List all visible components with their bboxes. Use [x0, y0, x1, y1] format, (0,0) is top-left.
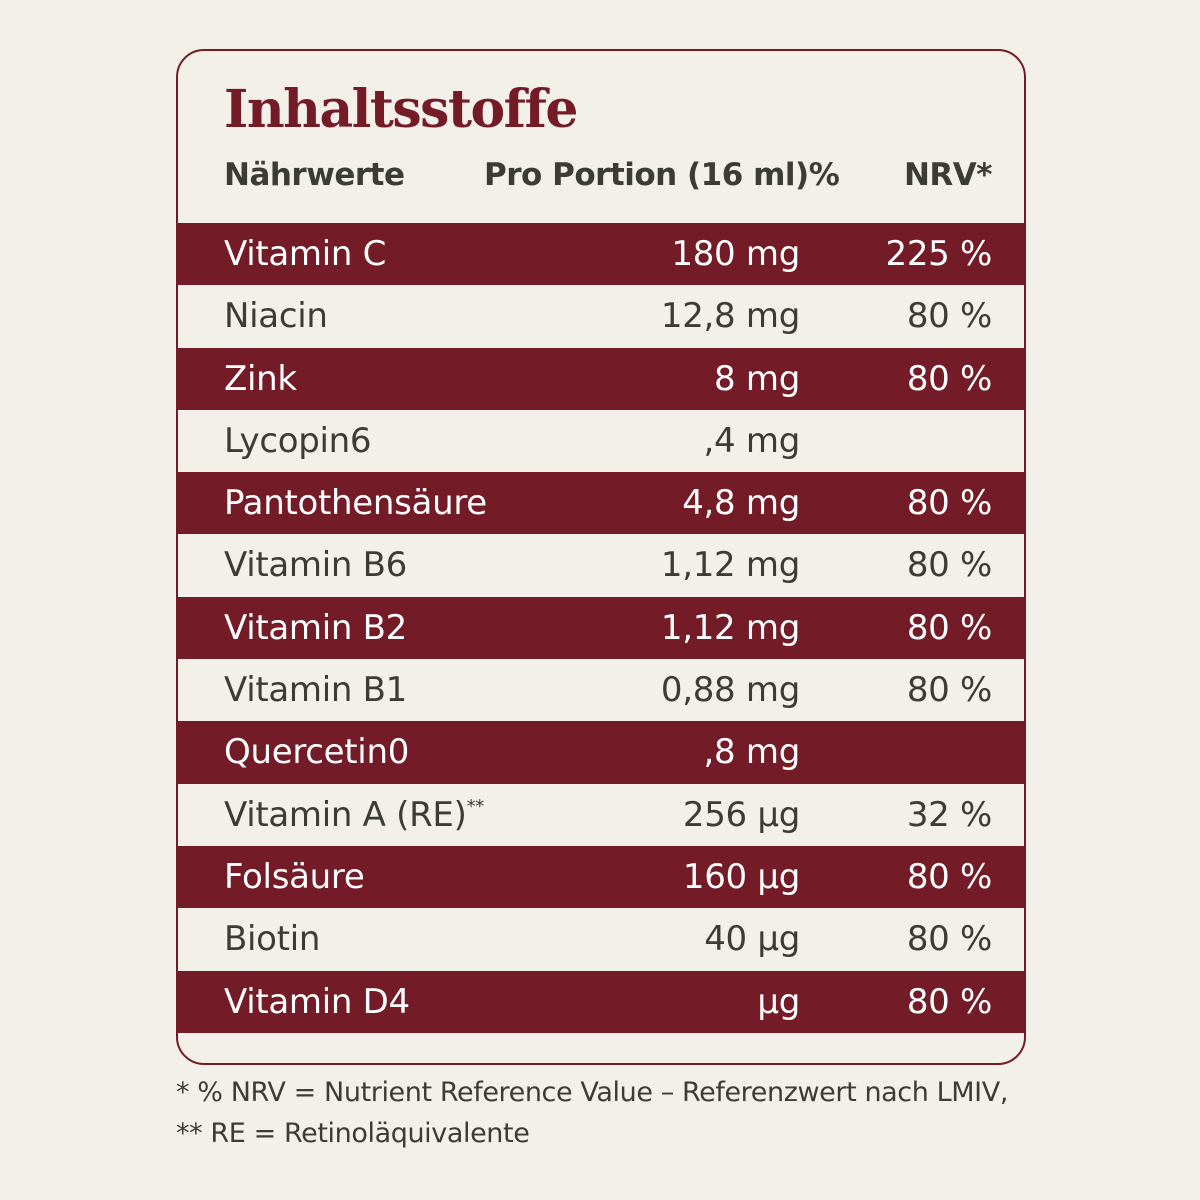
nutrient-name: Biotin: [224, 919, 321, 960]
table-row: Vitamin B1 0,88 mg 80 %: [178, 659, 1024, 721]
nutrient-name: Vitamin C: [224, 234, 387, 274]
nutrient-nrv: 80 %: [906, 856, 992, 897]
nutrient-amount: 8 mg: [714, 358, 800, 399]
table-row: Vitamin B2 1,12 mg 80 %: [178, 596, 1024, 660]
nutrient-nrv: 80 %: [906, 919, 992, 960]
table-row: Quercetin0 ,8 mg: [178, 721, 1024, 784]
nutrient-nrv: 80 %: [906, 545, 992, 586]
nutrient-name: Lycopin6: [224, 420, 372, 461]
nutrient-nrv: 80 %: [906, 296, 992, 337]
nutrient-name: Vitamin D4: [224, 981, 410, 1022]
table-row: Biotin 40 µg 80 %: [178, 908, 1024, 970]
nutrition-table: Vitamin C 180 mg 225 % Niacin 12,8 mg 80…: [178, 223, 1024, 1033]
table-row: Vitamin A (RE)** 256 µg 32 %: [178, 784, 1024, 846]
nutrient-nrv: 32 %: [906, 794, 992, 835]
nutrient-name: Pantothensäure: [224, 483, 487, 524]
nutrient-name: Zink: [224, 358, 297, 399]
table-header: Nährwerte Pro Portion (16 ml)% NRV*: [178, 157, 1024, 201]
header-nrv: NRV*: [903, 157, 993, 193]
nutrient-name: Niacin: [224, 296, 328, 337]
nutrient-amount: µg: [757, 981, 800, 1022]
table-row: Vitamin D4 µg 80 %: [178, 970, 1024, 1033]
table-row: Niacin 12,8 mg 80 %: [178, 285, 1024, 347]
nutrient-name: Folsäure: [224, 856, 365, 897]
nutrient-nrv: 80 %: [906, 670, 992, 711]
nutrient-amount: 256 µg: [682, 794, 800, 835]
nutrient-amount: 40 µg: [704, 919, 800, 960]
table-row: Vitamin C 180 mg 225 %: [178, 223, 1024, 286]
footnote-nrv: * % NRV = Nutrient Reference Value – Ref…: [176, 1077, 1008, 1108]
header-portion: Pro Portion (16 ml)%: [484, 157, 840, 193]
nutrient-nrv: 80 %: [906, 358, 992, 399]
nutrient-name: Vitamin B2: [224, 607, 408, 648]
table-row: Vitamin B6 1,12 mg 80 %: [178, 534, 1024, 596]
nutrient-amount: ,4 mg: [703, 420, 801, 461]
nutrient-nrv: 80 %: [906, 483, 992, 524]
nutrient-amount: 180 mg: [671, 234, 800, 274]
nutrient-amount: 1,12 mg: [660, 545, 800, 586]
footnotes: * % NRV = Nutrient Reference Value – Ref…: [176, 1072, 1008, 1154]
nutrient-amount: 0,88 mg: [660, 670, 800, 711]
page-title: Inhaltsstoffe: [224, 79, 578, 140]
header-nutrients: Nährwerte: [224, 157, 405, 193]
nutrient-amount: 1,12 mg: [660, 607, 800, 648]
nutrient-amount: 4,8 mg: [682, 483, 800, 524]
table-row: Pantothensäure 4,8 mg 80 %: [178, 472, 1024, 535]
table-row: Zink 8 mg 80 %: [178, 347, 1024, 410]
nutrient-amount: ,8 mg: [703, 732, 801, 773]
nutrient-nrv: 80 %: [906, 607, 992, 648]
nutrition-card: Inhaltsstoffe Nährwerte Pro Portion (16 …: [176, 49, 1026, 1065]
nutrient-nrv: 225 %: [885, 234, 992, 274]
nutrient-amount: 12,8 mg: [660, 296, 800, 337]
footnote-re: ** RE = Retinoläquivalente: [176, 1118, 530, 1149]
nutrient-nrv: 80 %: [906, 981, 992, 1022]
nutrient-name: Vitamin B1: [224, 670, 408, 711]
table-row: Folsäure 160 µg 80 %: [178, 845, 1024, 909]
nutrient-name: Quercetin0: [224, 732, 410, 773]
table-row: Lycopin6 ,4 mg: [178, 410, 1024, 472]
nutrient-name: Vitamin B6: [224, 545, 408, 586]
nutrient-amount: 160 µg: [682, 856, 800, 897]
nutrient-name: Vitamin A (RE)**: [224, 794, 484, 835]
